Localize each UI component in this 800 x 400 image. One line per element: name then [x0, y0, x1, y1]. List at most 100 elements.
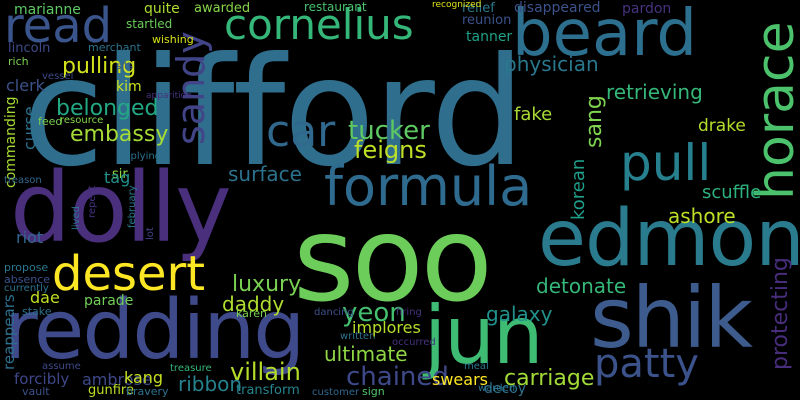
word-redding: redding — [4, 283, 305, 378]
word-propose: absence — [4, 273, 51, 286]
word-shoulder: apparition — [146, 91, 192, 101]
word-elaborate: lived — [71, 206, 82, 230]
word-absence: currently — [4, 283, 49, 294]
word-kim: kim — [116, 79, 142, 95]
word-yeon: yeon — [342, 298, 406, 328]
word-emotional: vessel — [42, 71, 74, 82]
word-sir: implying — [118, 151, 162, 162]
word-meal: occurred — [392, 337, 436, 348]
word-carriage: carriage — [504, 366, 595, 391]
word-lot: repeat — [87, 185, 98, 218]
word-soo: soo — [293, 190, 493, 328]
word-fake: fake — [514, 104, 553, 125]
word-clerk: clerk — [6, 76, 45, 95]
word-luxury: luxury — [232, 272, 302, 297]
word-currently: stake — [22, 305, 52, 318]
word-tag: sir — [112, 167, 128, 182]
word-pull: pull — [620, 134, 712, 192]
word-surface: surface — [228, 162, 302, 186]
word-dae: dae — [30, 288, 60, 307]
word-greeted: firing — [396, 307, 422, 318]
word-bravery: treasure — [170, 363, 212, 374]
word-vault: gunfire — [88, 383, 134, 398]
word-treasure: customer — [312, 387, 360, 398]
word-stake: assume — [42, 361, 81, 372]
word-curse: curse — [20, 106, 39, 150]
word-resource: resource — [60, 115, 104, 126]
word-cornelius: cornelius — [224, 0, 414, 49]
word-encountered: decoy — [484, 381, 527, 397]
word-considered: lot — [145, 227, 156, 240]
word-riot: riot — [16, 228, 44, 247]
word-decoy: swears — [432, 370, 488, 389]
word-chained: chained — [346, 362, 449, 392]
word-parade: parade — [84, 293, 134, 309]
word-feed: feed — [38, 115, 63, 128]
word-wishing: wishing — [152, 33, 194, 46]
word-feigns: feigns — [354, 136, 427, 164]
word-karen: dancing — [314, 307, 354, 318]
word-written: karen — [236, 307, 267, 320]
word-jun: jun — [424, 289, 544, 382]
word-desert: desert — [52, 246, 206, 302]
word-merchant: merchant — [88, 41, 141, 54]
word-formula: formula — [324, 155, 533, 218]
word-daddy: daddy — [222, 292, 285, 316]
word-reappears: forcibly — [14, 370, 70, 388]
word-forcibly: implores — [352, 318, 421, 337]
word-embassy: embassy — [70, 122, 169, 147]
word-quite: quite — [144, 1, 180, 17]
word-ashore: ashore — [668, 204, 736, 228]
word-rich: rich — [8, 55, 29, 68]
word-horace: horace — [746, 21, 800, 200]
word-protecting: protecting — [768, 257, 793, 370]
word-dolly: dolly — [10, 152, 232, 264]
word-ribbon: ribbon — [178, 372, 243, 396]
word-relief: relief — [462, 1, 495, 16]
word-ultimate: ultimate — [324, 342, 408, 366]
word-creates: sits — [116, 61, 134, 72]
word-shik: shik — [590, 269, 753, 367]
word-detonate: detonate — [536, 274, 627, 298]
word-swears: kang — [124, 368, 164, 387]
word-assume: vault — [22, 385, 50, 398]
word-tucker: tucker — [348, 116, 430, 146]
word-edmond: edmond — [538, 194, 800, 284]
word-clifford: clifford — [22, 26, 525, 200]
word-otherwise: february — [127, 185, 138, 228]
word-occurred: written — [340, 331, 376, 342]
word-sang: sang — [582, 95, 607, 148]
word-retrieving: retrieving — [606, 80, 703, 104]
word-transform: transform — [236, 383, 300, 398]
word-restaurant: restaurant — [304, 0, 367, 14]
word-marianne: marianne — [14, 2, 81, 18]
word-tanner: tanner — [466, 29, 513, 45]
word-lincoln: lincoln — [8, 41, 51, 56]
word-belonged: belonged — [56, 96, 159, 121]
word-pulling: pulling — [62, 54, 137, 79]
word-learned: treason — [4, 175, 42, 186]
word-startled: startled — [126, 17, 173, 31]
word-awarded: awarded — [194, 1, 251, 16]
word-pardon: pardon — [622, 1, 672, 17]
word-reunion: reunion — [462, 13, 512, 28]
word-drake: drake — [698, 116, 746, 136]
word-scuffle: scuffle — [702, 182, 762, 203]
word-ambrose: reappears — [0, 294, 18, 370]
word-kang: ambrose — [82, 370, 152, 389]
word-patty: patty — [594, 341, 699, 387]
word-korean: korean — [568, 158, 589, 220]
word-sub: tag — [104, 168, 131, 187]
word-galaxy: galaxy — [486, 302, 553, 326]
word-warden: meal — [464, 361, 489, 372]
word-customer: sign — [362, 385, 385, 398]
word-gunfire: bravery — [126, 385, 169, 398]
word-physician: physician — [504, 52, 599, 76]
word-sandy: sandy — [169, 31, 213, 145]
word-read: read — [4, 0, 113, 54]
word-sign: warden — [478, 383, 516, 394]
word-organized: recognized — [432, 0, 482, 10]
word-villain: villain — [230, 358, 301, 386]
word-disappeared: disappeared — [514, 0, 601, 16]
